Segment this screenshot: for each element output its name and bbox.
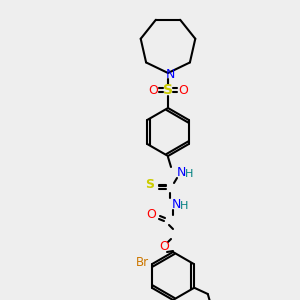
Text: O: O xyxy=(178,83,188,97)
Text: H: H xyxy=(180,201,188,211)
Text: O: O xyxy=(159,239,169,253)
Text: N: N xyxy=(171,197,181,211)
Text: Br: Br xyxy=(136,256,149,268)
Text: O: O xyxy=(146,208,156,221)
Text: N: N xyxy=(176,166,186,178)
Text: O: O xyxy=(148,83,158,97)
Text: N: N xyxy=(165,68,175,80)
Text: S: S xyxy=(146,178,154,190)
Text: H: H xyxy=(185,169,193,179)
Text: S: S xyxy=(163,83,173,97)
